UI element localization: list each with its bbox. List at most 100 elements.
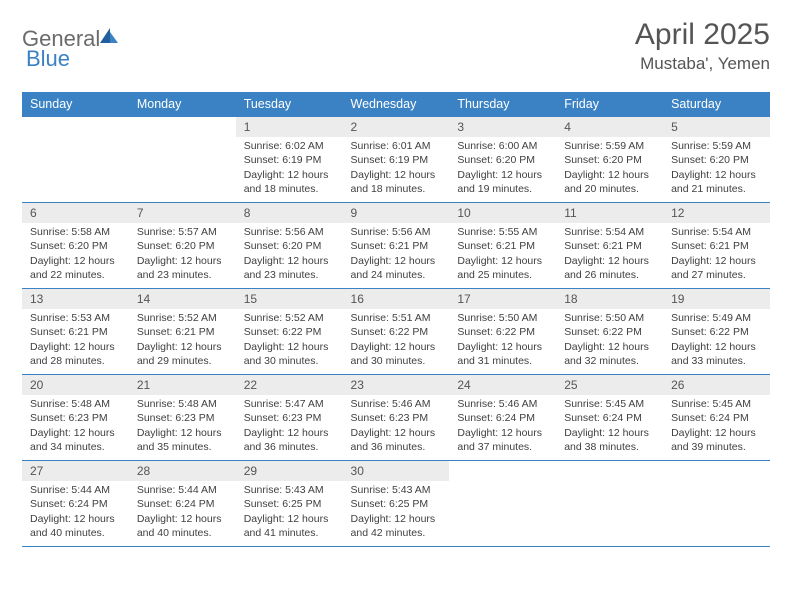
sunset-text: Sunset: 6:21 PM xyxy=(30,325,121,339)
daylight-text: Daylight: 12 hours and 39 minutes. xyxy=(671,426,762,454)
sunset-text: Sunset: 6:24 PM xyxy=(564,411,655,425)
daylight-text: Daylight: 12 hours and 22 minutes. xyxy=(30,254,121,282)
sunset-text: Sunset: 6:22 PM xyxy=(244,325,335,339)
weekday-header: Saturday xyxy=(663,92,770,117)
day-details: Sunrise: 5:44 AMSunset: 6:24 PMDaylight:… xyxy=(129,481,236,544)
day-number: 17 xyxy=(449,289,556,309)
daylight-text: Daylight: 12 hours and 32 minutes. xyxy=(564,340,655,368)
day-number: 13 xyxy=(22,289,129,309)
calendar-day-cell: 16Sunrise: 5:51 AMSunset: 6:22 PMDayligh… xyxy=(343,289,450,375)
sunset-text: Sunset: 6:23 PM xyxy=(137,411,228,425)
sunset-text: Sunset: 6:24 PM xyxy=(137,497,228,511)
day-details: Sunrise: 5:44 AMSunset: 6:24 PMDaylight:… xyxy=(22,481,129,544)
calendar-day-cell: 30Sunrise: 5:43 AMSunset: 6:25 PMDayligh… xyxy=(343,461,450,547)
calendar-day-cell: 15Sunrise: 5:52 AMSunset: 6:22 PMDayligh… xyxy=(236,289,343,375)
daylight-text: Daylight: 12 hours and 19 minutes. xyxy=(457,168,548,196)
daylight-text: Daylight: 12 hours and 40 minutes. xyxy=(137,512,228,540)
day-details: Sunrise: 5:55 AMSunset: 6:21 PMDaylight:… xyxy=(449,223,556,286)
sunrise-text: Sunrise: 5:45 AM xyxy=(671,397,762,411)
calendar-day-cell: 8Sunrise: 5:56 AMSunset: 6:20 PMDaylight… xyxy=(236,203,343,289)
day-details: Sunrise: 5:54 AMSunset: 6:21 PMDaylight:… xyxy=(556,223,663,286)
day-number: 12 xyxy=(663,203,770,223)
day-details: Sunrise: 5:46 AMSunset: 6:23 PMDaylight:… xyxy=(343,395,450,458)
daylight-text: Daylight: 12 hours and 18 minutes. xyxy=(351,168,442,196)
sunset-text: Sunset: 6:22 PM xyxy=(671,325,762,339)
calendar-day-cell: 9Sunrise: 5:56 AMSunset: 6:21 PMDaylight… xyxy=(343,203,450,289)
day-details: Sunrise: 5:52 AMSunset: 6:22 PMDaylight:… xyxy=(236,309,343,372)
day-number: 19 xyxy=(663,289,770,309)
sunset-text: Sunset: 6:24 PM xyxy=(30,497,121,511)
calendar-day-cell: 28Sunrise: 5:44 AMSunset: 6:24 PMDayligh… xyxy=(129,461,236,547)
day-details: Sunrise: 5:53 AMSunset: 6:21 PMDaylight:… xyxy=(22,309,129,372)
day-number: 18 xyxy=(556,289,663,309)
daylight-text: Daylight: 12 hours and 38 minutes. xyxy=(564,426,655,454)
daylight-text: Daylight: 12 hours and 26 minutes. xyxy=(564,254,655,282)
daylight-text: Daylight: 12 hours and 23 minutes. xyxy=(137,254,228,282)
day-number: 16 xyxy=(343,289,450,309)
sunrise-text: Sunrise: 5:50 AM xyxy=(564,311,655,325)
daylight-text: Daylight: 12 hours and 31 minutes. xyxy=(457,340,548,368)
calendar-day-cell: 5Sunrise: 5:59 AMSunset: 6:20 PMDaylight… xyxy=(663,117,770,203)
sunset-text: Sunset: 6:25 PM xyxy=(351,497,442,511)
sunrise-text: Sunrise: 5:49 AM xyxy=(671,311,762,325)
sunset-text: Sunset: 6:20 PM xyxy=(564,153,655,167)
calendar-day-cell xyxy=(663,461,770,547)
sunset-text: Sunset: 6:24 PM xyxy=(671,411,762,425)
day-number: 9 xyxy=(343,203,450,223)
calendar-day-cell: 22Sunrise: 5:47 AMSunset: 6:23 PMDayligh… xyxy=(236,375,343,461)
daylight-text: Daylight: 12 hours and 23 minutes. xyxy=(244,254,335,282)
sunrise-text: Sunrise: 5:48 AM xyxy=(30,397,121,411)
day-details: Sunrise: 5:56 AMSunset: 6:21 PMDaylight:… xyxy=(343,223,450,286)
sunrise-text: Sunrise: 5:45 AM xyxy=(564,397,655,411)
sunrise-text: Sunrise: 5:59 AM xyxy=(671,139,762,153)
day-number: 3 xyxy=(449,117,556,137)
sunrise-text: Sunrise: 5:44 AM xyxy=(30,483,121,497)
day-details: Sunrise: 5:56 AMSunset: 6:20 PMDaylight:… xyxy=(236,223,343,286)
sunset-text: Sunset: 6:20 PM xyxy=(30,239,121,253)
header: General April 2025 Mustaba', Yemen xyxy=(22,18,770,74)
day-details: Sunrise: 6:00 AMSunset: 6:20 PMDaylight:… xyxy=(449,137,556,200)
sunset-text: Sunset: 6:23 PM xyxy=(30,411,121,425)
day-details: Sunrise: 5:46 AMSunset: 6:24 PMDaylight:… xyxy=(449,395,556,458)
daylight-text: Daylight: 12 hours and 28 minutes. xyxy=(30,340,121,368)
calendar-body: 1Sunrise: 6:02 AMSunset: 6:19 PMDaylight… xyxy=(22,117,770,547)
calendar-day-cell: 19Sunrise: 5:49 AMSunset: 6:22 PMDayligh… xyxy=(663,289,770,375)
calendar-week-row: 1Sunrise: 6:02 AMSunset: 6:19 PMDaylight… xyxy=(22,117,770,203)
day-details: Sunrise: 5:50 AMSunset: 6:22 PMDaylight:… xyxy=(449,309,556,372)
calendar-day-cell xyxy=(449,461,556,547)
sunset-text: Sunset: 6:22 PM xyxy=(351,325,442,339)
sunset-text: Sunset: 6:20 PM xyxy=(244,239,335,253)
day-details: Sunrise: 5:45 AMSunset: 6:24 PMDaylight:… xyxy=(663,395,770,458)
calendar-day-cell xyxy=(22,117,129,203)
day-number: 23 xyxy=(343,375,450,395)
sunrise-text: Sunrise: 6:02 AM xyxy=(244,139,335,153)
day-number: 5 xyxy=(663,117,770,137)
calendar-week-row: 20Sunrise: 5:48 AMSunset: 6:23 PMDayligh… xyxy=(22,375,770,461)
calendar-day-cell: 6Sunrise: 5:58 AMSunset: 6:20 PMDaylight… xyxy=(22,203,129,289)
calendar-header-row: Sunday Monday Tuesday Wednesday Thursday… xyxy=(22,92,770,117)
calendar-day-cell xyxy=(129,117,236,203)
sunrise-text: Sunrise: 5:53 AM xyxy=(30,311,121,325)
sunrise-text: Sunrise: 6:01 AM xyxy=(351,139,442,153)
sunset-text: Sunset: 6:24 PM xyxy=(457,411,548,425)
day-details: Sunrise: 5:54 AMSunset: 6:21 PMDaylight:… xyxy=(663,223,770,286)
sunrise-text: Sunrise: 5:56 AM xyxy=(244,225,335,239)
day-number: 29 xyxy=(236,461,343,481)
sunrise-text: Sunrise: 5:48 AM xyxy=(137,397,228,411)
calendar-day-cell: 14Sunrise: 5:52 AMSunset: 6:21 PMDayligh… xyxy=(129,289,236,375)
calendar-day-cell: 11Sunrise: 5:54 AMSunset: 6:21 PMDayligh… xyxy=(556,203,663,289)
day-details: Sunrise: 5:57 AMSunset: 6:20 PMDaylight:… xyxy=(129,223,236,286)
daylight-text: Daylight: 12 hours and 27 minutes. xyxy=(671,254,762,282)
day-number: 24 xyxy=(449,375,556,395)
weekday-header: Wednesday xyxy=(343,92,450,117)
day-number: 25 xyxy=(556,375,663,395)
sunset-text: Sunset: 6:19 PM xyxy=(351,153,442,167)
day-details: Sunrise: 5:47 AMSunset: 6:23 PMDaylight:… xyxy=(236,395,343,458)
day-number: 28 xyxy=(129,461,236,481)
month-title: April 2025 xyxy=(635,18,770,52)
daylight-text: Daylight: 12 hours and 18 minutes. xyxy=(244,168,335,196)
day-details: Sunrise: 6:02 AMSunset: 6:19 PMDaylight:… xyxy=(236,137,343,200)
calendar-day-cell: 12Sunrise: 5:54 AMSunset: 6:21 PMDayligh… xyxy=(663,203,770,289)
calendar-day-cell: 17Sunrise: 5:50 AMSunset: 6:22 PMDayligh… xyxy=(449,289,556,375)
daylight-text: Daylight: 12 hours and 37 minutes. xyxy=(457,426,548,454)
